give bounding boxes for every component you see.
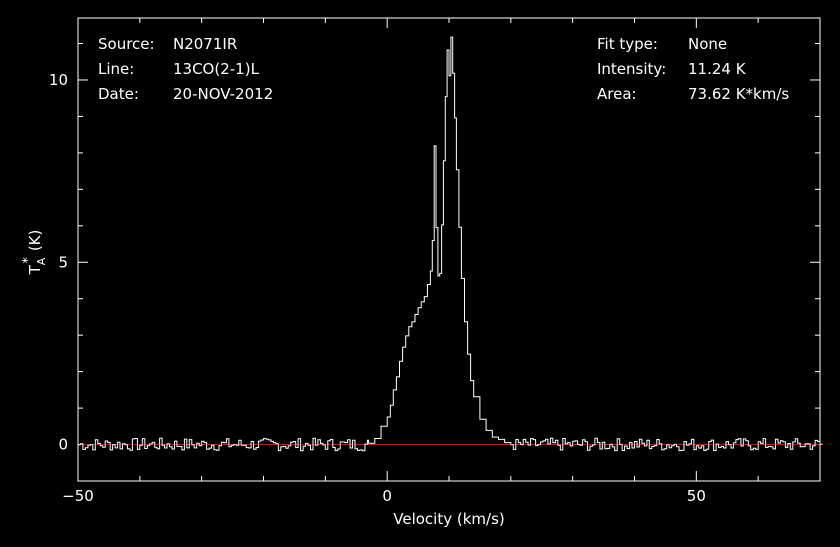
y-tick-label: 5 <box>58 253 68 271</box>
header-right-key: Fit type: <box>597 35 658 53</box>
y-label-unit: (K) <box>26 230 44 252</box>
y-tick-label: 0 <box>58 436 68 454</box>
axis-ticks: −50 0 50 0 5 10 <box>49 18 821 505</box>
x-tick-label: 50 <box>687 487 706 505</box>
y-label-main: T <box>26 264 44 275</box>
header-info-right: Fit type: None Intensity: 11.24 K Area: 73.62… <box>597 35 789 110</box>
header-left-row: Date: 20-NOV-2012 <box>98 85 273 110</box>
header-left-value: N2071IR <box>173 35 238 53</box>
y-label-sub: A <box>35 257 48 265</box>
x-tick-label: −50 <box>62 487 94 505</box>
header-left-key: Line: <box>98 60 135 78</box>
header-info-left: Source: N2071IR Line: 13CO(2-1)L Date: 20-NOV… <box>98 35 273 110</box>
header-right-row: Fit type: None <box>597 35 789 60</box>
header-right-row: Area: 73.62 K*km/s <box>597 85 789 110</box>
header-right-value: 73.62 K*km/s <box>688 85 790 103</box>
spectrum-line <box>78 36 823 452</box>
header-left-row: Line: 13CO(2-1)L <box>98 60 273 85</box>
header-left-row: Source: N2071IR <box>98 35 273 60</box>
y-label-sup: * <box>21 257 36 264</box>
header-right-value: None <box>688 35 728 53</box>
x-tick-label: 0 <box>382 487 392 505</box>
header-left-key: Source: <box>98 35 155 53</box>
x-axis-label: Velocity (km/s) <box>393 510 504 528</box>
header-right-row: Intensity: 11.24 K <box>597 60 789 85</box>
svg-text:TA*(K): TA* (K) <box>21 230 48 276</box>
y-axis-label: TA* (K) <box>21 230 48 276</box>
y-tick-label: 10 <box>49 71 68 89</box>
header-right-value: 11.24 K <box>688 60 746 78</box>
header-left-value: 13CO(2-1)L <box>173 60 259 78</box>
header-right-key: Area: <box>597 85 637 103</box>
header-left-key: Date: <box>98 85 139 103</box>
header-left-value: 20-NOV-2012 <box>173 85 274 103</box>
header-right-key: Intensity: <box>597 60 667 78</box>
